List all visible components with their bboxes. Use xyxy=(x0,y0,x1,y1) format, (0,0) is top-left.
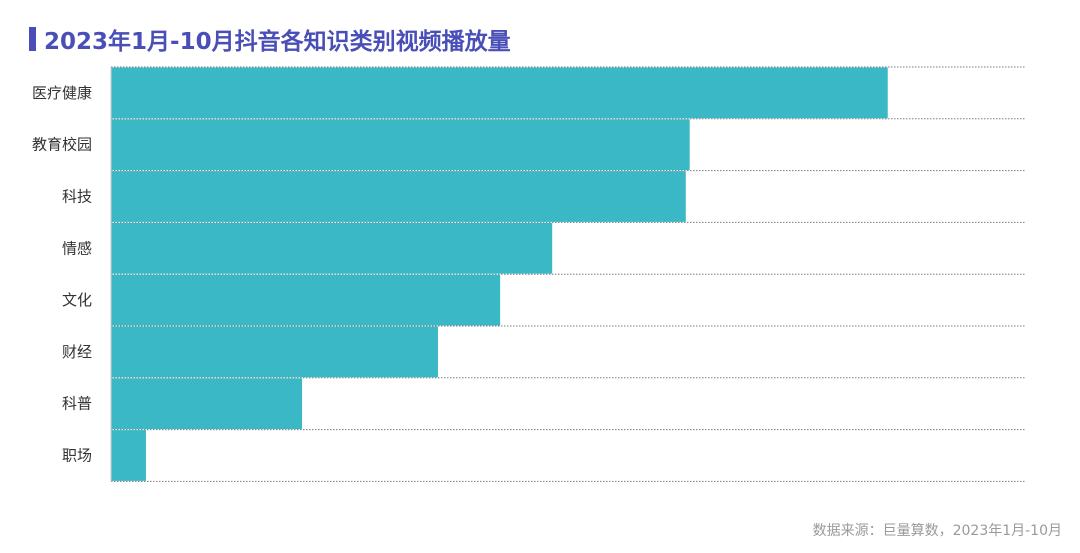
category-label: 财经 xyxy=(62,343,92,361)
category-label: 科普 xyxy=(62,395,92,413)
bar xyxy=(111,378,303,430)
bar xyxy=(111,430,146,481)
category-label: 教育校园 xyxy=(32,136,92,154)
chart-title: 2023年1月-10月抖音各知识类别视频播放量 xyxy=(44,29,511,55)
category-label: 医疗健康 xyxy=(32,84,92,102)
title-accent-bar xyxy=(29,27,36,51)
bar xyxy=(111,222,553,274)
category-label: 科技 xyxy=(62,188,92,206)
bar xyxy=(111,67,888,119)
category-label: 情感 xyxy=(62,239,92,257)
bar xyxy=(111,171,686,222)
category-label: 职场 xyxy=(62,447,92,465)
data-source-note: 数据来源：巨量算数，2023年1月-10月 xyxy=(812,523,1062,539)
bar xyxy=(111,119,690,171)
category-label: 文化 xyxy=(62,291,92,309)
bar xyxy=(111,326,439,378)
bar xyxy=(111,274,501,326)
